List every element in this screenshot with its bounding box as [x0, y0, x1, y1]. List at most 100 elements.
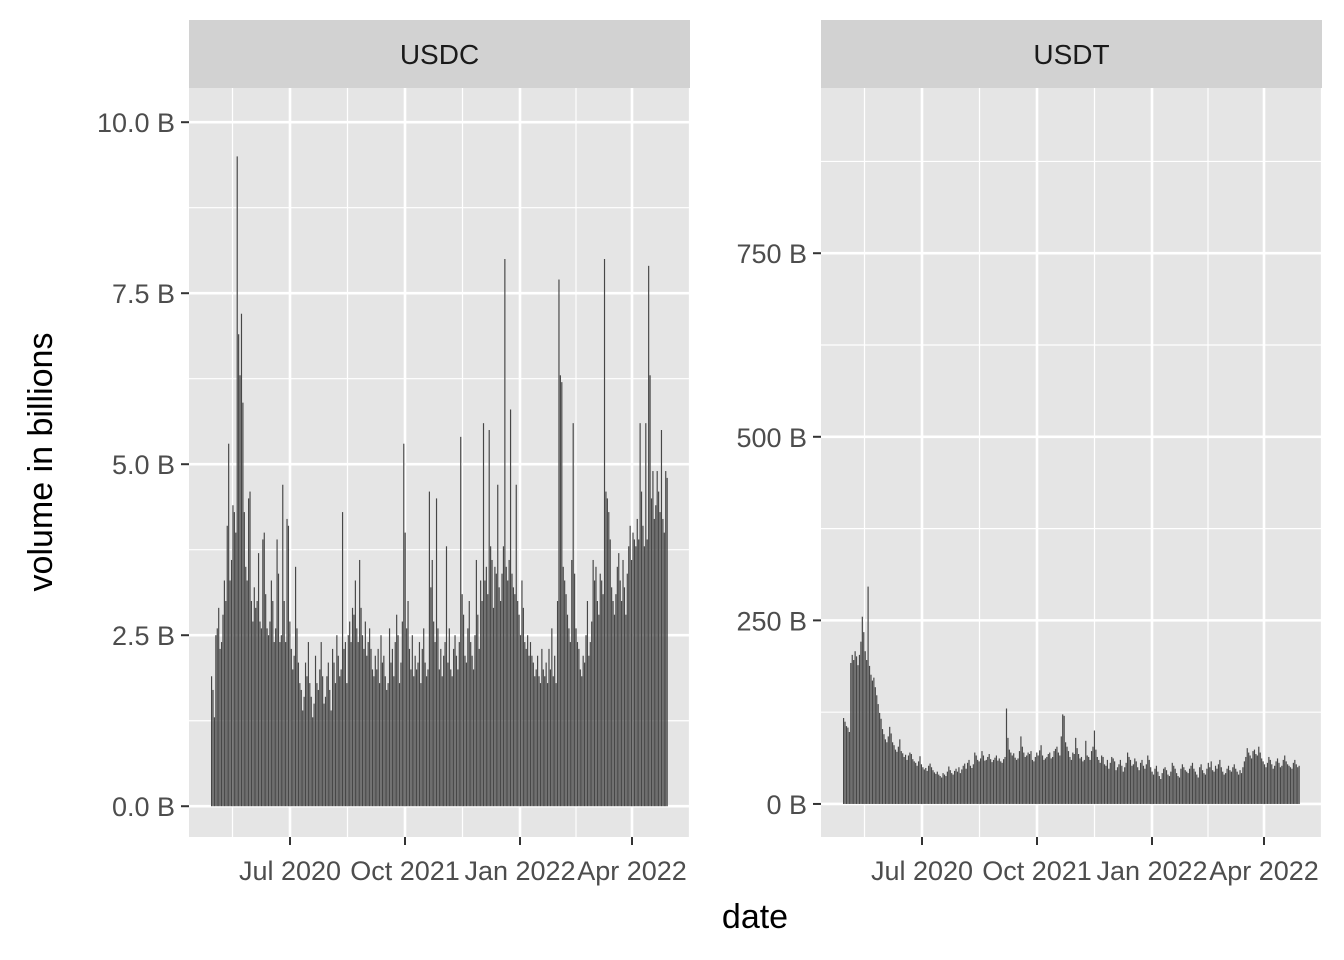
bar — [1291, 768, 1293, 804]
bar — [942, 773, 944, 804]
bar — [549, 669, 551, 807]
bar — [571, 559, 573, 807]
bar — [1261, 758, 1263, 804]
x-tick-label: Oct 2021 — [350, 856, 460, 886]
bar — [239, 375, 241, 807]
bar — [648, 265, 650, 807]
bar — [566, 614, 569, 807]
bar — [639, 423, 641, 807]
bar — [1137, 767, 1139, 804]
bar — [1183, 767, 1185, 804]
bar — [1279, 767, 1281, 804]
bar — [292, 669, 294, 807]
bar — [952, 774, 954, 804]
bar — [579, 669, 581, 807]
bar — [249, 491, 251, 807]
bar — [548, 648, 550, 807]
bar — [302, 710, 304, 807]
bar — [1036, 752, 1038, 804]
bar — [1079, 758, 1081, 804]
bar — [216, 628, 218, 807]
bar — [861, 616, 863, 804]
bar — [1199, 767, 1201, 804]
bar — [582, 655, 584, 807]
bar — [277, 573, 280, 807]
bar — [551, 628, 553, 807]
bar — [1026, 755, 1028, 804]
bar — [269, 621, 271, 807]
bar — [1284, 755, 1286, 804]
bar — [376, 669, 378, 807]
bar — [626, 573, 628, 807]
bar — [443, 655, 445, 807]
bar — [660, 430, 663, 807]
bar — [447, 662, 449, 807]
bar — [1151, 771, 1153, 804]
bar — [497, 484, 499, 807]
bar — [964, 763, 966, 804]
bar — [979, 758, 982, 804]
bar — [404, 532, 406, 807]
bar — [978, 761, 980, 804]
bar — [1011, 755, 1013, 804]
bar — [625, 614, 627, 807]
bar — [1047, 754, 1049, 804]
bar — [420, 683, 422, 807]
bar — [568, 628, 570, 807]
bar — [564, 580, 566, 807]
bar — [916, 765, 918, 804]
bar — [1018, 751, 1021, 804]
bar — [1197, 777, 1199, 804]
bar — [640, 491, 643, 807]
bar — [864, 651, 866, 804]
bar — [1213, 771, 1215, 804]
bar — [1220, 767, 1222, 804]
bar — [1023, 752, 1025, 804]
bar — [554, 655, 556, 807]
bar — [1115, 770, 1117, 804]
bar — [438, 669, 440, 807]
bar — [1178, 777, 1181, 804]
bar — [935, 773, 937, 804]
bar — [521, 580, 523, 807]
bar — [364, 621, 366, 807]
bar — [507, 580, 509, 807]
bar — [1073, 754, 1075, 804]
bar — [851, 654, 853, 804]
bar — [598, 614, 600, 807]
bar — [509, 409, 512, 807]
bar — [431, 559, 433, 807]
bar — [534, 676, 536, 807]
bar — [575, 628, 577, 807]
bar — [498, 587, 500, 807]
x-axis: Jul 2020 Oct 2021 Jan 2022 Apr 2022 — [239, 837, 687, 886]
facet-label: USDC — [400, 39, 479, 70]
bar — [1275, 761, 1277, 804]
bar — [1238, 774, 1240, 804]
bar — [1191, 762, 1194, 804]
bar — [541, 648, 543, 807]
bar — [391, 648, 393, 807]
bar — [369, 628, 371, 807]
bar — [508, 559, 510, 807]
bar — [565, 594, 567, 807]
bar — [991, 762, 993, 804]
bar — [320, 642, 322, 807]
y-axis: 0 B 250 B 500 B 750 B — [736, 239, 821, 820]
bar — [608, 512, 610, 807]
bar — [588, 655, 590, 807]
bar — [584, 662, 586, 807]
bar — [1292, 762, 1294, 804]
bar — [535, 669, 537, 807]
bar — [1265, 767, 1267, 804]
bar — [558, 279, 560, 807]
bar — [246, 580, 248, 807]
bar — [1168, 776, 1170, 804]
bar — [1259, 752, 1261, 804]
bar — [1033, 761, 1035, 804]
bar — [370, 648, 372, 807]
bar — [286, 518, 288, 807]
bar — [870, 674, 872, 804]
bar — [300, 689, 302, 807]
bar — [1154, 768, 1156, 804]
